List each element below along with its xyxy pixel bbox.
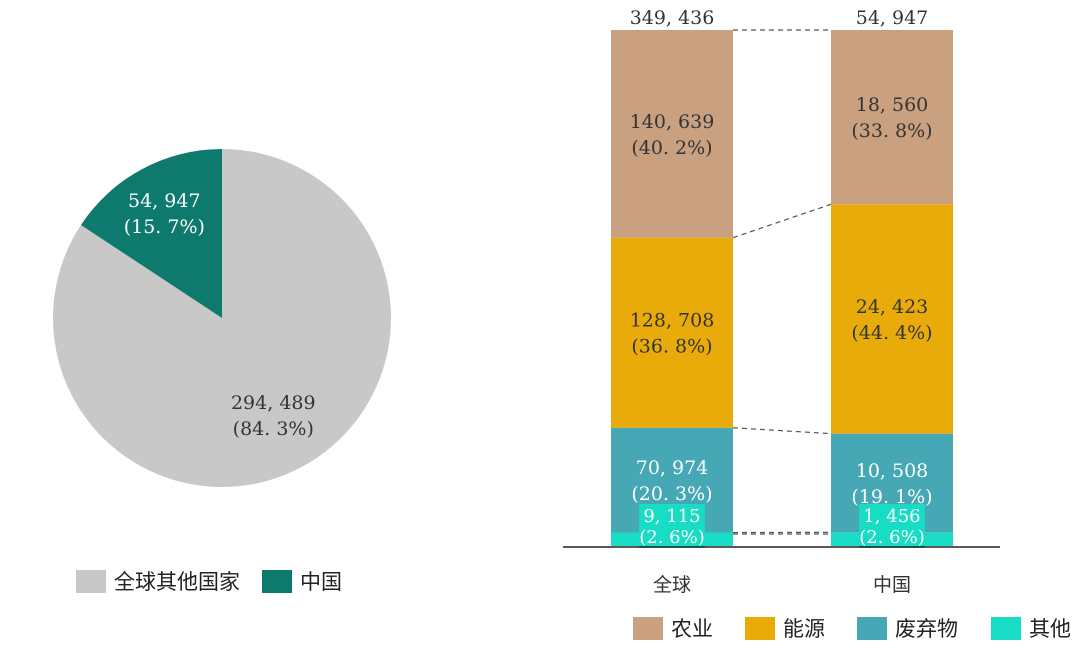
bar-segment-农业 xyxy=(831,30,953,205)
bar-pct-label: (2. 6%) xyxy=(859,527,925,548)
bar-segment-农业 xyxy=(611,30,733,238)
bar-value-label: 10, 508 xyxy=(856,460,929,482)
pie-slice-china xyxy=(80,149,222,318)
bar-small-label-box xyxy=(859,504,925,548)
bar-pct-label: (2. 6%) xyxy=(639,527,705,548)
bar-value-label: 128, 708 xyxy=(630,310,715,332)
x-tick-label: 中国 xyxy=(873,574,911,596)
bar-pct-label: (40. 2%) xyxy=(631,137,712,159)
pie-legend-swatch xyxy=(262,570,292,593)
bar-pct-label: (33. 8%) xyxy=(851,120,932,142)
bar-value-label: 9, 115 xyxy=(643,506,700,527)
bar-legend-label: 农业 xyxy=(671,617,713,641)
pie-value-label: 294, 489 xyxy=(231,392,316,414)
bar-pct-label: (20. 3%) xyxy=(631,483,712,505)
bar-legend-swatch xyxy=(745,617,775,640)
bar-legend-swatch xyxy=(633,617,663,640)
pie-value-label: 54, 947 xyxy=(128,190,201,212)
pie-legend-label: 全球其他国家 xyxy=(114,570,240,594)
bar-pct-label: (19. 1%) xyxy=(851,486,932,508)
bar-connector-line xyxy=(732,427,832,435)
bar-legend-label: 废弃物 xyxy=(895,617,958,641)
bar-legend-label: 能源 xyxy=(783,617,825,641)
bar-pct-label: (36. 8%) xyxy=(631,336,712,358)
bar-legend-label: 其他 xyxy=(1029,617,1071,641)
bar-pct-label: (44. 4%) xyxy=(851,322,932,344)
bar-segment-能源 xyxy=(831,204,953,434)
pie-pct-label: (84. 3%) xyxy=(233,418,314,440)
bar-value-label: 24, 423 xyxy=(856,296,929,318)
bar-value-label: 70, 974 xyxy=(636,457,709,479)
pie-legend-label: 中国 xyxy=(300,570,342,594)
bar-value-label: 1, 456 xyxy=(863,506,920,527)
bar-legend-swatch xyxy=(857,617,887,640)
bar-segment-能源 xyxy=(611,237,733,428)
bar-value-label: 18, 560 xyxy=(856,94,929,116)
bar-value-label: 140, 639 xyxy=(630,111,715,133)
bar-legend-swatch xyxy=(991,617,1021,640)
pie-legend-swatch xyxy=(76,570,106,593)
pie-pct-label: (15. 7%) xyxy=(124,216,205,238)
bar-small-label-box xyxy=(639,504,705,548)
x-tick-label: 全球 xyxy=(653,574,691,596)
bar-connector-line xyxy=(732,203,832,239)
bar-total-label: 54, 947 xyxy=(856,7,929,29)
bar-total-label: 349, 436 xyxy=(630,7,715,29)
